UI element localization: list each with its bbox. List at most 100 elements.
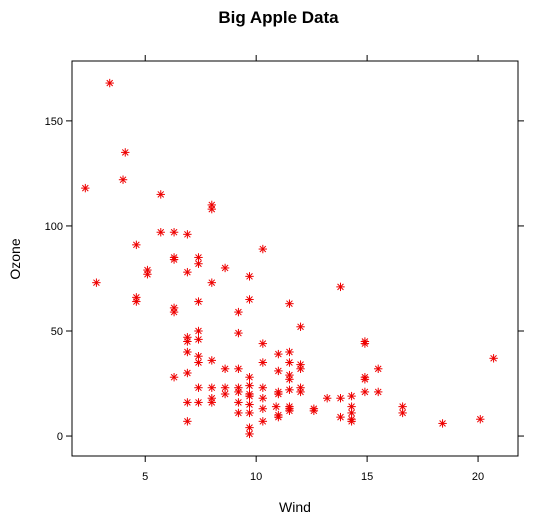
data-point bbox=[274, 389, 283, 399]
data-point bbox=[360, 387, 370, 397]
data-point bbox=[234, 307, 243, 317]
data-point bbox=[271, 402, 281, 411]
data-point bbox=[258, 339, 268, 348]
data-point bbox=[234, 387, 243, 397]
data-point bbox=[207, 278, 216, 287]
data-point bbox=[194, 326, 203, 336]
data-point bbox=[296, 364, 305, 374]
x-axis-label: Wind bbox=[279, 499, 311, 515]
data-point bbox=[183, 347, 192, 357]
x-tick-label: 15 bbox=[361, 471, 373, 483]
data-points bbox=[81, 78, 498, 439]
y-tick-label: 0 bbox=[57, 431, 63, 443]
data-point bbox=[183, 230, 192, 239]
data-point bbox=[285, 406, 294, 416]
x-tick-label: 10 bbox=[250, 471, 262, 483]
data-point bbox=[234, 408, 243, 418]
y-axis-label: Ozone bbox=[7, 238, 23, 279]
data-point bbox=[183, 417, 192, 426]
data-point bbox=[336, 282, 345, 292]
data-point bbox=[245, 389, 254, 399]
chart-title: Big Apple Data bbox=[218, 8, 339, 27]
data-point bbox=[207, 356, 216, 365]
data-point bbox=[169, 255, 179, 264]
data-point bbox=[274, 366, 283, 376]
data-point bbox=[258, 417, 268, 426]
data-point bbox=[245, 373, 254, 382]
data-point bbox=[322, 394, 332, 403]
data-point bbox=[258, 358, 268, 367]
data-point bbox=[132, 240, 141, 250]
data-point bbox=[347, 408, 356, 418]
data-point bbox=[245, 295, 254, 304]
data-point bbox=[234, 364, 243, 374]
data-point bbox=[207, 204, 216, 214]
data-point bbox=[360, 375, 370, 384]
data-point bbox=[194, 297, 203, 306]
data-point bbox=[489, 354, 498, 363]
data-point bbox=[347, 402, 356, 411]
data-point bbox=[220, 263, 230, 273]
x-tick-label: 20 bbox=[472, 471, 484, 483]
data-point bbox=[194, 259, 203, 268]
data-point bbox=[220, 383, 230, 392]
data-point bbox=[169, 228, 179, 237]
data-point bbox=[132, 297, 141, 306]
data-point bbox=[245, 272, 254, 281]
data-point bbox=[309, 406, 319, 416]
data-point bbox=[245, 381, 254, 390]
data-point bbox=[183, 368, 192, 378]
data-point bbox=[183, 337, 192, 346]
data-point bbox=[220, 364, 230, 374]
data-point bbox=[105, 78, 114, 88]
data-point bbox=[194, 398, 203, 407]
data-point bbox=[156, 228, 165, 237]
data-point bbox=[81, 183, 90, 193]
data-point bbox=[336, 412, 345, 422]
data-point bbox=[285, 385, 294, 395]
data-point bbox=[336, 394, 345, 403]
data-point bbox=[234, 398, 243, 407]
data-point bbox=[92, 278, 101, 287]
data-point bbox=[169, 307, 179, 317]
data-point bbox=[296, 322, 305, 331]
x-tick-label: 5 bbox=[142, 471, 148, 483]
data-point bbox=[245, 429, 254, 439]
data-point bbox=[169, 373, 179, 382]
data-point bbox=[347, 391, 356, 401]
data-point bbox=[143, 270, 152, 279]
data-point bbox=[285, 347, 294, 357]
data-point bbox=[398, 408, 407, 418]
data-point bbox=[438, 419, 447, 428]
data-point bbox=[234, 328, 243, 338]
data-point bbox=[220, 389, 230, 399]
data-point bbox=[360, 339, 370, 348]
data-point bbox=[245, 408, 254, 418]
data-point bbox=[347, 417, 356, 426]
y-tick-label: 150 bbox=[45, 116, 63, 128]
data-point bbox=[296, 387, 305, 397]
data-point bbox=[285, 299, 294, 308]
data-point bbox=[258, 404, 268, 413]
data-point bbox=[194, 358, 203, 367]
plot-frame bbox=[71, 60, 519, 457]
data-point bbox=[207, 383, 216, 392]
data-point bbox=[285, 375, 294, 384]
data-point bbox=[194, 335, 203, 344]
y-tick-label: 100 bbox=[45, 221, 63, 233]
data-point bbox=[121, 148, 130, 157]
data-point bbox=[258, 383, 268, 392]
data-point bbox=[476, 415, 485, 424]
data-point bbox=[258, 394, 268, 403]
data-point bbox=[207, 398, 216, 407]
data-point bbox=[156, 190, 165, 199]
y-axis: 0 50 100 150 bbox=[45, 116, 524, 443]
data-point bbox=[398, 402, 407, 411]
data-point bbox=[274, 349, 283, 359]
data-point bbox=[374, 387, 383, 397]
data-point bbox=[183, 267, 192, 277]
x-axis: 5 10 15 20 bbox=[142, 55, 484, 483]
data-point bbox=[258, 244, 268, 254]
data-point bbox=[374, 364, 383, 374]
